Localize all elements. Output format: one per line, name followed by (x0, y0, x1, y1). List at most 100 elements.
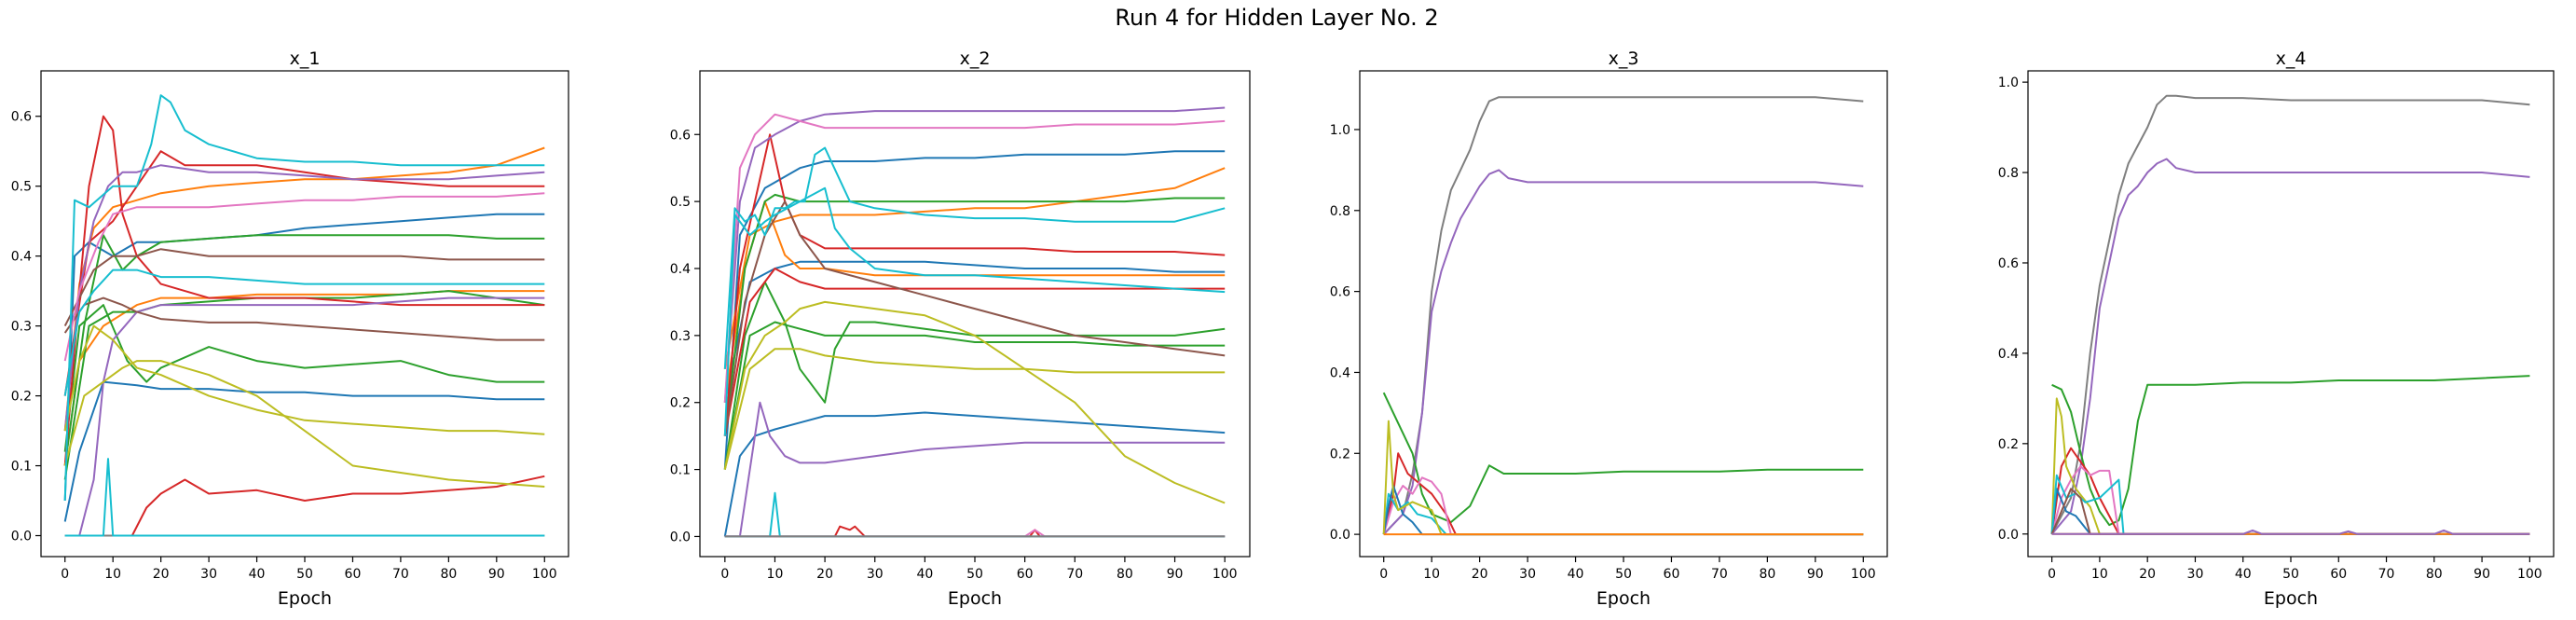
y-tick-label: 0.1 (670, 463, 691, 478)
y-tick-label: 0.6 (1998, 256, 2019, 271)
panel-title: x_3 (1609, 48, 1639, 69)
x-tick-label: 90 (1807, 567, 1824, 582)
x-tick-label: 20 (2139, 567, 2156, 582)
series-line-4 (723, 167, 1226, 369)
series-line-2 (723, 411, 1226, 537)
series-line-18 (63, 360, 545, 488)
series-line-13 (63, 248, 545, 327)
y-tick-label: 0.2 (11, 390, 32, 405)
series-line-15 (723, 113, 1226, 403)
x-tick-label: 30 (200, 567, 217, 582)
y-tick-label: 0.4 (1330, 365, 1350, 380)
x-tick-label: 70 (2378, 567, 2395, 582)
x-tick-label: 70 (392, 567, 409, 582)
x-tick-label: 60 (2330, 567, 2347, 582)
series-line-2 (2050, 158, 2530, 535)
chart-panel-2: 0 10 20 30 40 50 60 70 80 90 100 0.0 0.1 0.2 0.3 0.4 0.5… (670, 48, 1251, 609)
y-tick-label: 0.3 (670, 329, 691, 344)
x-tick-label: 60 (345, 567, 362, 582)
x-tick-label: 100 (1213, 567, 1238, 582)
series-line-15 (63, 192, 545, 362)
y-tick-label: 0.0 (1330, 528, 1350, 543)
x-tick-label: 100 (2517, 567, 2542, 582)
x-tick-label: 80 (2426, 567, 2443, 582)
x-tick-label: 20 (153, 567, 170, 582)
series-line-20 (723, 146, 1226, 369)
x-tick-label: 0 (2048, 567, 2056, 582)
x-axis-label: Epoch (278, 588, 332, 609)
series-line-2 (1382, 169, 1864, 535)
y-tick-label: 0.8 (1998, 166, 2019, 181)
x-tick-label: 20 (816, 567, 833, 582)
series-line-8 (2050, 474, 2530, 535)
series-group (2050, 94, 2530, 535)
series-line-11 (723, 268, 1226, 436)
series-line-14 (63, 296, 545, 341)
x-tick-label: 30 (2187, 567, 2204, 582)
series-line-11 (2051, 529, 2530, 535)
x-tick-label: 80 (440, 567, 457, 582)
x-tick-label: 20 (1472, 567, 1488, 582)
x-tick-label: 50 (1615, 567, 1632, 582)
y-tick-label: 0.0 (1998, 528, 2019, 543)
series-line-18 (723, 348, 1226, 470)
series-line-5 (723, 200, 1226, 403)
x-tick-label: 60 (1664, 567, 1680, 582)
series-line-5 (63, 234, 545, 466)
y-tick-label: 0.6 (1330, 285, 1350, 300)
y-tick-label: 0.3 (11, 320, 32, 335)
y-tick-label: 0.1 (11, 460, 32, 475)
series-group (723, 106, 1226, 538)
x-tick-label: 0 (720, 567, 729, 582)
x-tick-label: 10 (767, 567, 784, 582)
x-tick-label: 80 (1759, 567, 1775, 582)
x-tick-label: 100 (532, 567, 557, 582)
series-group (63, 94, 545, 537)
y-tick-label: 0.4 (1998, 347, 2019, 362)
series-line-3 (63, 146, 545, 432)
series-line-17 (723, 300, 1226, 504)
series-line-13 (724, 401, 1226, 538)
series-line-4 (1382, 452, 1864, 536)
panel-title: x_1 (290, 48, 321, 69)
x-tick-label: 10 (104, 567, 121, 582)
x-tick-label: 60 (1017, 567, 1034, 582)
y-tick-label: 1.0 (1998, 76, 2019, 90)
x-tick-label: 30 (1519, 567, 1536, 582)
x-axis-label: Epoch (948, 588, 1002, 609)
x-tick-label: 70 (1711, 567, 1728, 582)
series-line-9 (63, 150, 545, 396)
y-tick-label: 0.5 (11, 180, 32, 195)
series-line-3 (2051, 375, 2530, 527)
y-tick-label: 0.5 (670, 195, 691, 210)
x-tick-label: 40 (916, 567, 933, 582)
x-tick-label: 0 (61, 567, 69, 582)
chart-panel-4: 0 10 20 30 40 50 60 70 80 90 100 0.0 0.2 0.4 0.6 0.8 1.0… (1998, 48, 2555, 609)
x-tick-label: 0 (1379, 567, 1388, 582)
x-axis-label: Epoch (1596, 588, 1651, 609)
x-tick-label: 40 (1568, 567, 1584, 582)
y-tick-label: 0.2 (670, 396, 691, 411)
x-tick-label: 40 (2235, 567, 2252, 582)
y-tick-label: 1.0 (1330, 123, 1350, 138)
x-tick-label: 100 (1851, 567, 1876, 582)
series-line-14 (723, 200, 1226, 436)
y-tick-label: 0.4 (11, 250, 32, 265)
series-line-11 (63, 164, 545, 432)
series-line-8 (63, 115, 545, 466)
chart-panel-3: 0 10 20 30 40 50 60 70 80 90 100 0.0 0.2 0.4 0.6 0.8 1.0… (1330, 48, 1888, 609)
series-line-6 (723, 193, 1226, 436)
series-line-9 (723, 133, 1226, 436)
x-tick-label: 10 (1423, 567, 1440, 582)
x-tick-label: 90 (488, 567, 505, 582)
series-line-19 (63, 94, 545, 502)
panel-title: x_2 (960, 48, 991, 69)
chart-panel-1: 0 10 20 30 40 50 60 70 80 90 100 0.0 0.1 0.2 0.3 0.4 0.5… (11, 48, 569, 609)
figure-suptitle: Run 4 for Hidden Layer No. 2 (1115, 5, 1438, 31)
series-line-1 (723, 150, 1226, 470)
series-line-12 (723, 106, 1226, 403)
series-line-1 (2050, 94, 2530, 535)
x-tick-label: 50 (2282, 567, 2299, 582)
